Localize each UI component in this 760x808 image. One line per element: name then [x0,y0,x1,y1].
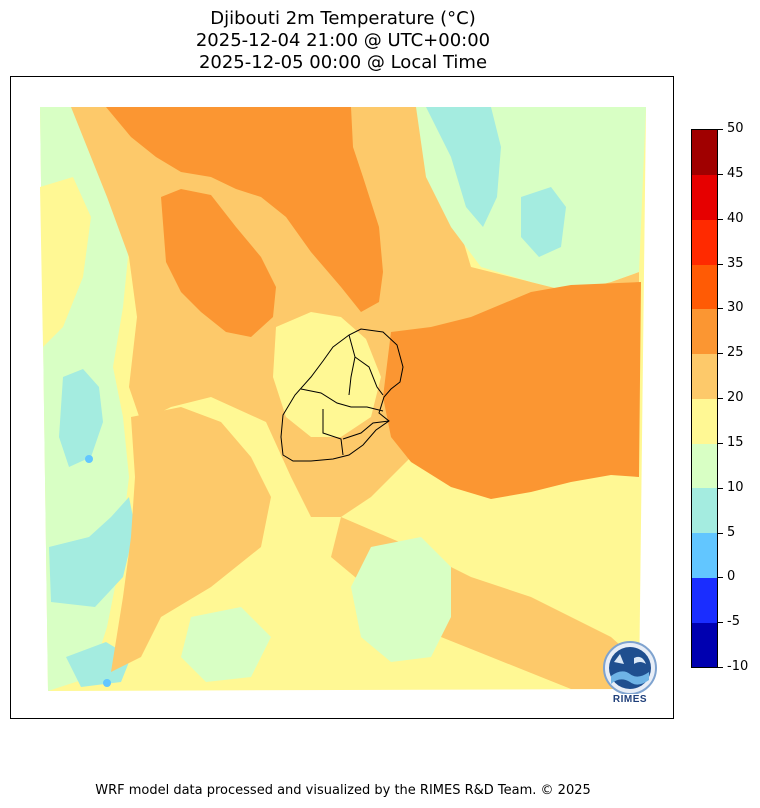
colorbar-tick [718,443,723,444]
map-frame [10,76,674,719]
colorbar-tick-label: 5 [727,525,736,540]
south-cool-patch [351,537,451,662]
footer-credit: WRF model data processed and visualized … [95,783,591,798]
colorbar-segment [692,309,717,354]
region-boundary [348,356,356,396]
colorbar-tick-label: 40 [727,211,744,226]
country-borders [280,328,404,462]
title-line-3: 2025-12-05 00:00 @ Local Time [198,52,488,73]
colorbar-segment [692,174,717,220]
west-warm-strip [40,177,91,347]
colorbar-segment [692,443,717,489]
colorbar-tick [718,308,723,309]
colorbar-tick-label: 25 [727,345,744,360]
colorbar-tick-label: 35 [727,256,744,271]
colorbar-tick-label: 45 [727,166,744,181]
title-line-1: Djibouti 2m Temperature (°C) [210,8,476,29]
colorbar-tick-label: 15 [727,435,744,450]
colorbar-tick [718,174,723,175]
colorbar-tick-label: -5 [727,614,740,629]
colorbar-tick [718,533,723,534]
colorbar-segment [692,622,717,667]
rimes-logo-emblem [603,641,657,695]
colorbar-tick-label: 0 [727,569,736,584]
northeast-cold-patch [426,107,501,227]
colorbar-tick-label: -10 [727,659,749,674]
colorbar-segment [692,488,717,533]
colorbar-tick-label: 50 [727,121,744,136]
colorbar-tick [718,219,723,220]
north-hot-region [161,189,276,337]
colorbar-tick [718,264,723,265]
gulf-hot-region [383,282,641,499]
region-boundary [322,409,344,456]
colorbar [691,129,718,668]
central-mild-pocket [273,312,381,437]
djibouti-outline [280,328,404,462]
region-boundary [300,388,384,412]
west-cold-patch [49,497,135,607]
rimes-logo-text: RIMES [612,694,648,705]
colorbar-tick [718,353,723,354]
south-cool-patch [181,607,271,682]
west-cold-spot [103,679,111,687]
colorbar-segment [692,353,717,399]
west-cold-spot [85,455,93,463]
temperature-map [40,107,646,691]
rimes-logo: RIMES [598,640,662,706]
colorbar-tick [718,667,723,668]
region-boundary [342,420,390,440]
northeast-cold-patch [521,187,566,257]
colorbar-segment [692,264,717,310]
colorbar-tick-label: 20 [727,390,744,405]
central-warm-band [111,407,271,672]
title-line-2: 2025-12-04 21:00 @ UTC+00:00 [195,30,491,51]
west-cold-patch [59,369,103,467]
colorbar-segment [692,219,717,265]
colorbar-tick [718,398,723,399]
region-boundary [348,334,384,396]
colorbar-segment [692,577,717,623]
colorbar-tick-label: 30 [727,300,744,315]
colorbar-segment [692,398,717,444]
colorbar-tick [718,577,723,578]
north-hot-region [106,107,383,312]
colorbar-tick [718,129,723,130]
colorbar-tick [718,622,723,623]
colorbar-segment [692,532,717,578]
colorbar-segment [692,130,717,175]
colorbar-tick-label: 10 [727,480,744,495]
colorbar-tick [718,488,723,489]
